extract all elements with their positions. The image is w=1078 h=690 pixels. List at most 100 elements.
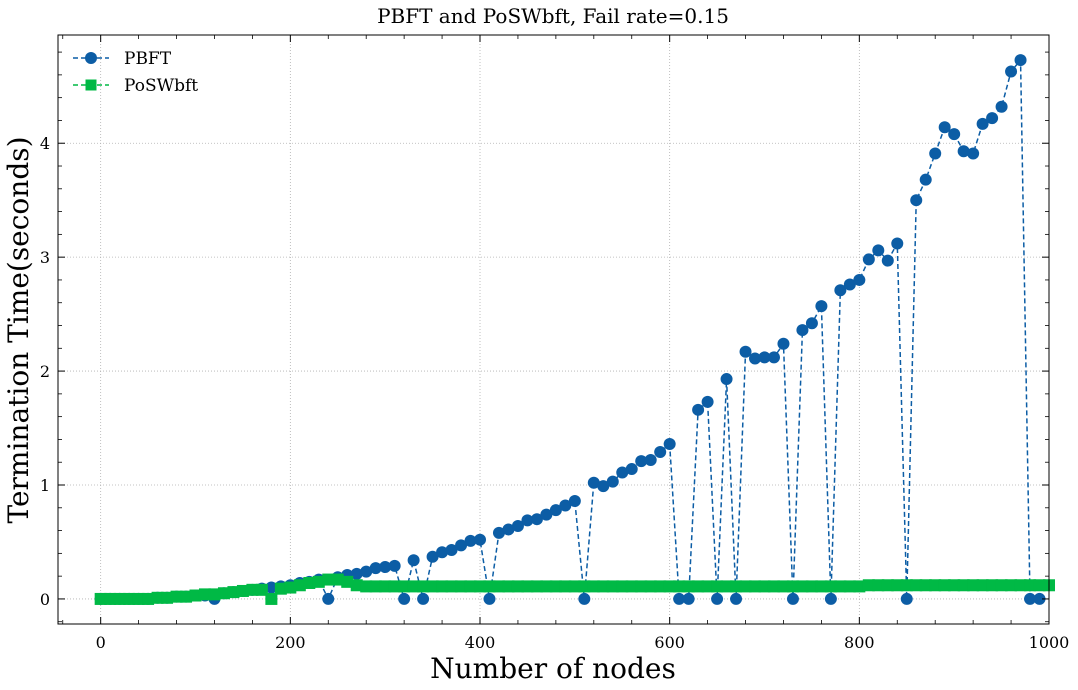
poswbft-point	[711, 580, 724, 593]
poswbft-point	[597, 580, 610, 593]
legend-poswbft-marker	[85, 79, 97, 91]
poswbft-point	[767, 580, 780, 593]
pbft-point	[578, 592, 591, 605]
y-axis-title: Termination Time(seconds)	[2, 136, 35, 523]
pbft-point	[967, 147, 980, 160]
pbft-point	[1005, 65, 1018, 78]
pbft-point	[777, 337, 790, 350]
pbft-point	[862, 253, 875, 266]
poswbft-point	[663, 580, 676, 593]
pbft-point	[929, 147, 942, 160]
poswbft-point	[151, 591, 164, 604]
poswbft-point	[360, 580, 373, 593]
pbft-point	[957, 145, 970, 158]
poswbft-point	[274, 582, 287, 595]
pbft-point	[692, 403, 705, 416]
poswbft-point	[180, 590, 193, 603]
pbft-point	[587, 476, 600, 489]
legend: PBFT PoSWbft	[73, 49, 198, 96]
poswbft-point	[511, 580, 524, 593]
poswbft-point	[938, 579, 951, 592]
poswbft-point	[388, 580, 401, 593]
poswbft-point	[227, 586, 240, 599]
poswbft-point	[265, 592, 278, 605]
poswbft-point	[312, 575, 325, 588]
poswbft-point	[142, 592, 155, 605]
poswbft-point	[341, 575, 354, 588]
poswbft-point	[94, 592, 107, 605]
pbft-point	[530, 513, 543, 526]
poswbft-point	[1033, 579, 1046, 592]
x-tick-label: 600	[654, 633, 685, 652]
legend-item-pbft: PBFT	[73, 49, 172, 69]
poswbft-point	[948, 579, 961, 592]
poswbft-point	[492, 580, 505, 593]
poswbft-point	[104, 592, 117, 605]
pbft-point	[891, 237, 904, 250]
poswbft-point	[739, 580, 752, 593]
poswbft-point	[113, 592, 126, 605]
y-tick-label: 0	[40, 590, 50, 609]
poswbft-point	[587, 580, 600, 593]
poswbft-point	[217, 587, 230, 600]
poswbft-point	[123, 592, 136, 605]
poswbft-point	[616, 580, 629, 593]
poswbft-point	[843, 580, 856, 593]
pbft-point	[730, 592, 743, 605]
poswbft-point	[255, 583, 268, 596]
poswbft-point	[455, 580, 468, 593]
pbft-point	[455, 539, 468, 552]
x-axis-title: Number of nodes	[430, 652, 676, 685]
poswbft-point	[967, 579, 980, 592]
x-tick-label: 200	[275, 633, 306, 652]
poswbft-point	[929, 579, 942, 592]
pbft-point	[265, 581, 278, 594]
pbft-point	[805, 317, 818, 330]
poswbft-point	[910, 579, 923, 592]
pbft-point	[474, 533, 487, 546]
pbft-point	[322, 592, 335, 605]
pbft-point	[881, 254, 894, 267]
pbft-point	[388, 559, 401, 572]
poswbft-point	[417, 580, 430, 593]
poswbft-point	[976, 579, 989, 592]
poswbft-point	[445, 580, 458, 593]
pbft-point	[369, 562, 382, 575]
pbft-point	[654, 445, 667, 458]
pbft-point	[720, 373, 733, 386]
poswbft-point	[872, 579, 885, 592]
pbft-point	[511, 520, 524, 533]
poswbft-point	[568, 580, 581, 593]
poswbft-point	[208, 588, 221, 601]
pbft-point	[739, 345, 752, 358]
poswbft-point	[682, 580, 695, 593]
pbft-point	[360, 565, 373, 578]
y-tick-label: 3	[40, 248, 50, 267]
poswbft-point	[170, 590, 183, 603]
y-tick-labels: 0 1 2 3 4	[40, 134, 50, 609]
poswbft-point	[436, 580, 449, 593]
poswbft-point	[635, 580, 648, 593]
poswbft-point	[777, 580, 790, 593]
pbft-point	[796, 324, 809, 337]
poswbft-point	[720, 580, 733, 593]
legend-poswbft-label: PoSWbft	[124, 76, 198, 96]
poswbft-point	[625, 580, 638, 593]
poswbft-point	[398, 580, 411, 593]
poswbft-point	[654, 580, 667, 593]
pbft-point	[1014, 54, 1027, 67]
poswbft-point	[132, 592, 145, 605]
pbft-point	[711, 592, 724, 605]
poswbft-point	[919, 579, 932, 592]
poswbft-point	[483, 580, 496, 593]
pbft-point	[1024, 592, 1037, 605]
pbft-point	[483, 592, 496, 605]
poswbft-point	[957, 579, 970, 592]
pbft-point	[1033, 592, 1046, 605]
poswbft-point	[578, 580, 591, 593]
poswbft-point	[559, 580, 572, 593]
poswbft-point	[644, 580, 657, 593]
axis-ticks	[58, 35, 1050, 624]
poswbft-point	[236, 584, 249, 597]
pbft-point	[606, 475, 619, 488]
